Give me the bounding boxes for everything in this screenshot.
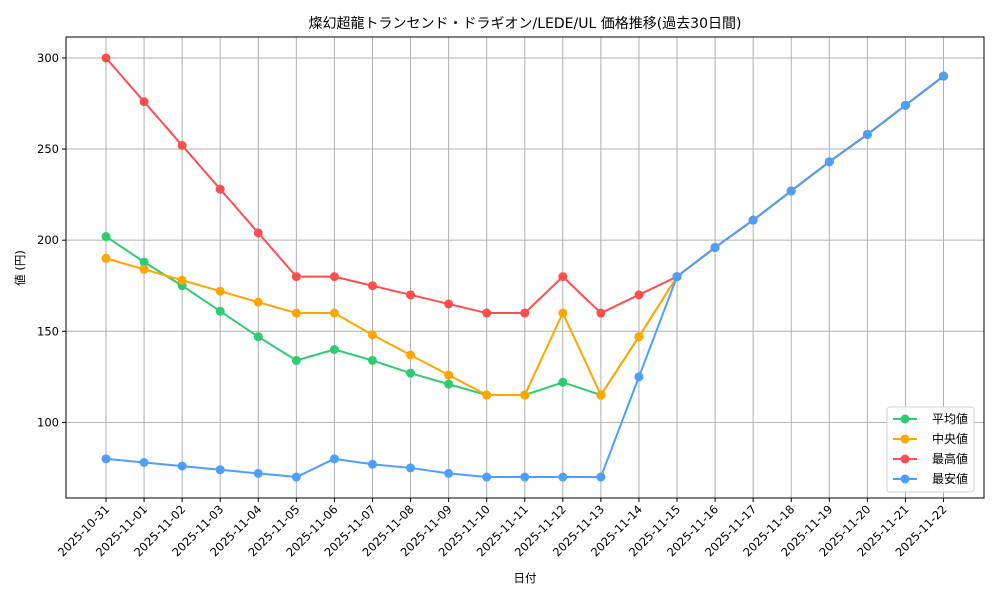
y-tick-label: 150 xyxy=(37,324,59,338)
data-point xyxy=(558,377,568,387)
data-point xyxy=(253,468,263,478)
data-point xyxy=(291,472,301,482)
data-point xyxy=(406,350,416,360)
y-tick-label: 300 xyxy=(37,51,59,65)
data-point xyxy=(596,308,606,318)
data-point xyxy=(215,184,225,194)
data-point xyxy=(482,390,492,400)
data-point xyxy=(786,186,796,196)
data-point xyxy=(406,463,416,473)
data-point xyxy=(139,257,149,267)
chart-title: 燦幻超龍トランセンド・ドラギオン/LEDE/UL 価格推移(過去30日間) xyxy=(309,15,742,32)
data-point xyxy=(101,253,111,263)
data-point xyxy=(329,272,339,282)
data-point xyxy=(367,355,377,365)
y-tick-label: 100 xyxy=(37,415,59,429)
data-point xyxy=(482,472,492,482)
y-axis-label: 値 (円) xyxy=(13,250,27,286)
data-point xyxy=(520,472,530,482)
data-point xyxy=(329,344,339,354)
data-point xyxy=(367,459,377,469)
data-point xyxy=(139,264,149,274)
grid xyxy=(66,37,984,498)
data-point xyxy=(101,53,111,63)
plot-frame xyxy=(65,36,985,499)
data-point xyxy=(215,465,225,475)
data-point xyxy=(634,372,644,382)
data-point xyxy=(406,368,416,378)
data-point xyxy=(367,281,377,291)
legend-item: 最高値 xyxy=(893,451,968,466)
data-point xyxy=(558,472,568,482)
y-tick-label: 200 xyxy=(37,233,59,247)
data-point xyxy=(177,275,187,285)
legend-label: 平均値 xyxy=(932,411,968,426)
data-point xyxy=(406,290,416,300)
data-point xyxy=(444,468,454,478)
data-point xyxy=(215,306,225,316)
data-point xyxy=(139,97,149,107)
data-point xyxy=(101,232,111,242)
data-point xyxy=(253,297,263,307)
data-point xyxy=(482,308,492,318)
y-tick-label: 250 xyxy=(37,142,59,156)
data-point xyxy=(444,379,454,389)
legend-label: 最安値 xyxy=(932,471,968,486)
data-point xyxy=(215,286,225,296)
data-point xyxy=(177,140,187,150)
series-3 xyxy=(101,71,948,482)
data-point xyxy=(291,355,301,365)
data-point xyxy=(444,370,454,380)
series xyxy=(101,53,948,482)
legend-marker-icon xyxy=(900,474,910,484)
legend-box xyxy=(886,406,975,493)
legend-marker-icon xyxy=(900,454,910,464)
data-point xyxy=(710,242,720,252)
data-point xyxy=(291,308,301,318)
data-point xyxy=(558,308,568,318)
legend-item: 中央値 xyxy=(893,431,968,446)
data-point xyxy=(520,390,530,400)
data-point xyxy=(939,71,948,81)
legend-item: 平均値 xyxy=(893,411,968,426)
data-point xyxy=(596,472,606,482)
x-axis-label: 日付 xyxy=(514,571,537,585)
data-point xyxy=(291,272,301,282)
data-point xyxy=(253,332,263,342)
legend-label: 中央値 xyxy=(932,431,968,446)
data-point xyxy=(672,272,682,282)
legend-marker-icon xyxy=(900,434,910,444)
legend-item: 最安値 xyxy=(893,471,968,486)
data-point xyxy=(253,228,263,238)
data-point xyxy=(900,100,910,110)
data-point xyxy=(634,332,644,342)
data-point xyxy=(634,290,644,300)
data-point xyxy=(101,454,111,464)
data-point xyxy=(367,330,377,340)
data-point xyxy=(329,454,339,464)
data-point xyxy=(520,308,530,318)
data-point xyxy=(558,272,568,282)
data-point xyxy=(596,390,606,400)
data-point xyxy=(329,308,339,318)
legend-marker-icon xyxy=(900,414,910,424)
axes: 2025-10-312025-11-012025-11-022025-11-03… xyxy=(37,36,985,559)
data-point xyxy=(139,457,149,467)
data-point xyxy=(177,461,187,471)
data-point xyxy=(748,215,758,225)
data-point xyxy=(444,299,454,309)
data-point xyxy=(824,157,834,167)
legend-label: 最高値 xyxy=(932,451,968,466)
data-point xyxy=(862,129,872,139)
